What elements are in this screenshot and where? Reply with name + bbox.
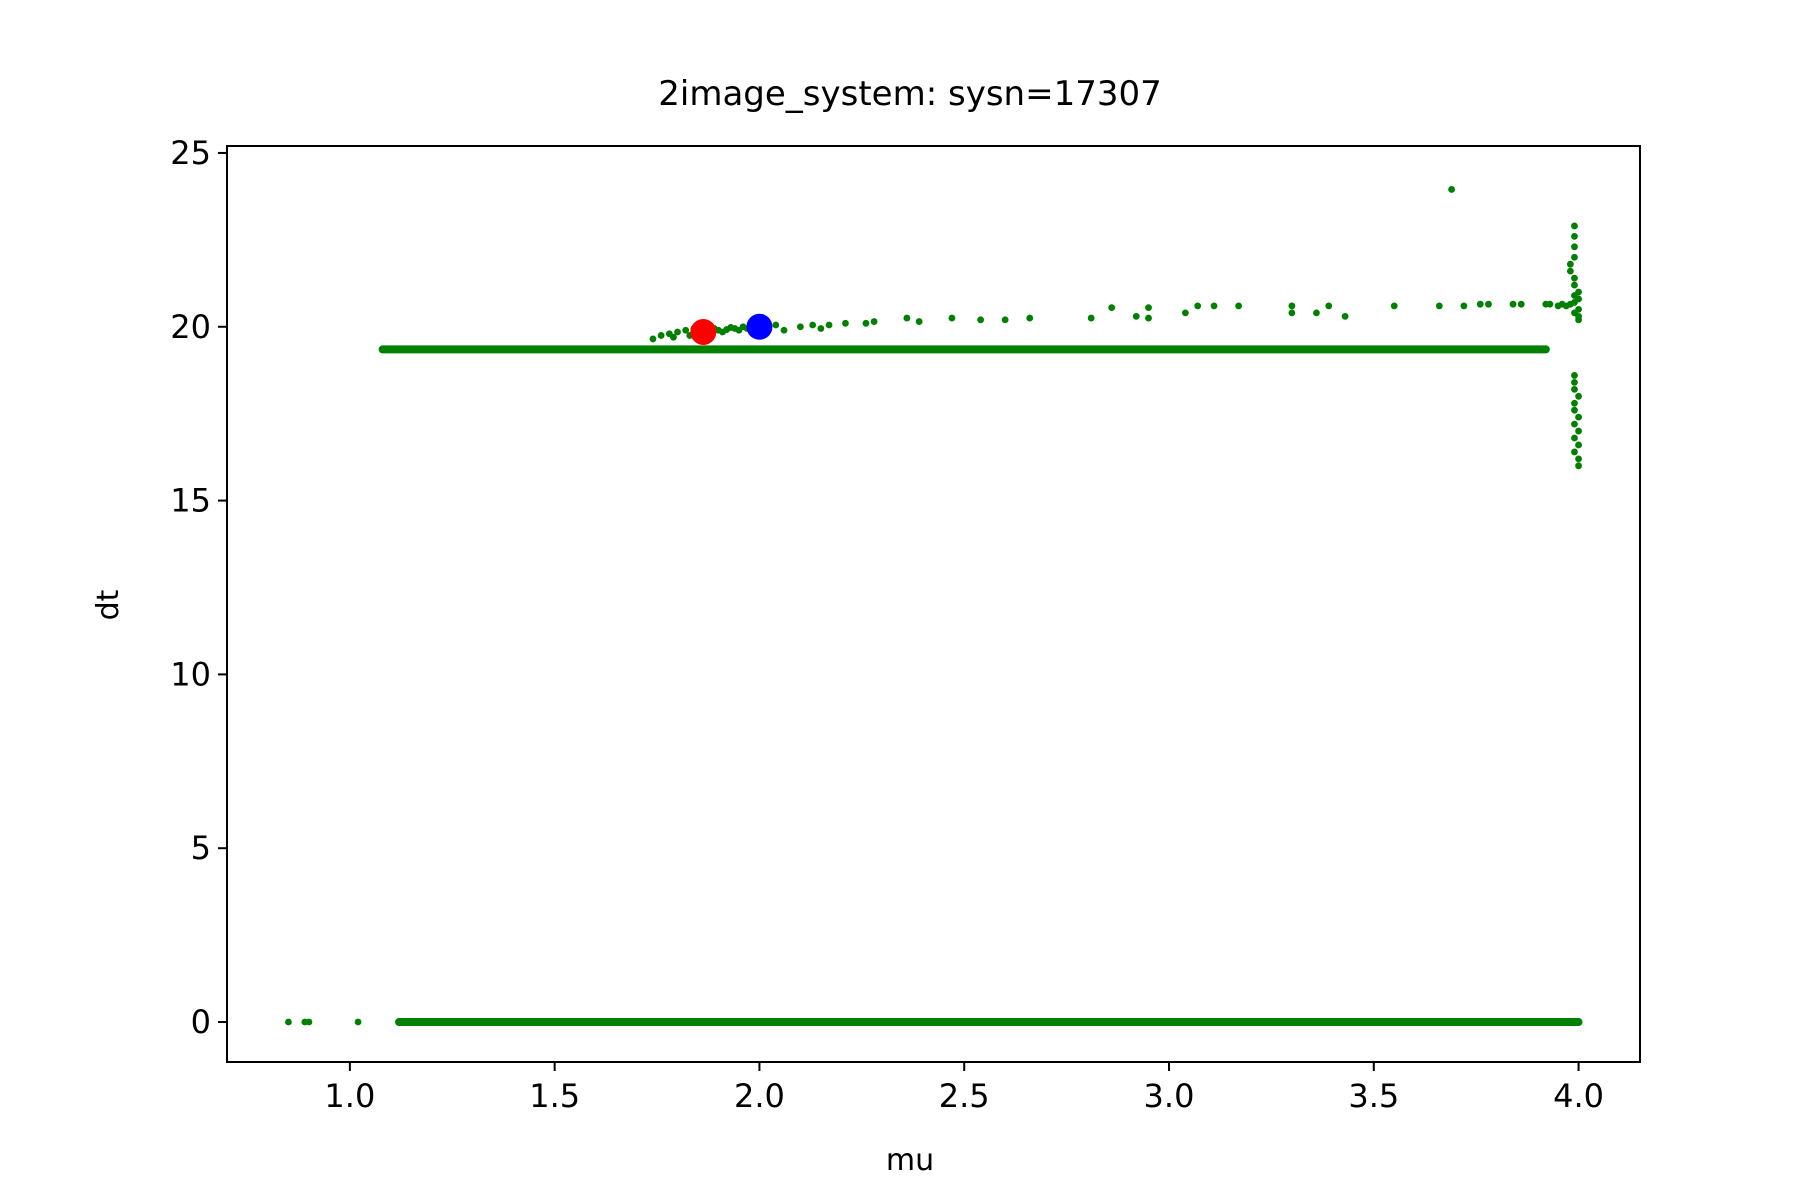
data-point bbox=[1132, 312, 1140, 320]
data-point bbox=[1571, 281, 1578, 289]
x-tick-label: 4.0 bbox=[1553, 1077, 1604, 1115]
data-point bbox=[817, 325, 825, 332]
data-point bbox=[1341, 312, 1349, 320]
data-point bbox=[1485, 300, 1492, 308]
data-point bbox=[1571, 222, 1578, 230]
plot-area bbox=[227, 146, 1640, 1062]
data-point bbox=[870, 318, 878, 325]
data-point bbox=[915, 318, 923, 325]
data-point bbox=[1575, 427, 1582, 435]
data-point bbox=[903, 314, 911, 322]
data-point bbox=[1313, 309, 1320, 317]
x-axis-label: mu bbox=[886, 1143, 934, 1178]
data-point bbox=[1575, 316, 1582, 324]
data-point bbox=[825, 321, 833, 329]
data-point bbox=[1571, 274, 1578, 282]
y-tick-label: 15 bbox=[170, 482, 211, 520]
data-point bbox=[1448, 186, 1455, 193]
highlight-marker bbox=[690, 318, 717, 345]
data-point bbox=[1571, 299, 1578, 306]
data-point bbox=[772, 321, 780, 329]
data-point bbox=[657, 332, 665, 339]
data-point bbox=[1509, 300, 1517, 308]
data-point bbox=[1087, 314, 1095, 322]
data-point bbox=[1571, 243, 1578, 251]
data-point bbox=[977, 316, 984, 324]
data-point bbox=[809, 321, 817, 329]
x-tick-label: 1.5 bbox=[529, 1077, 580, 1115]
data-point bbox=[1571, 372, 1578, 379]
data-point bbox=[1288, 302, 1296, 310]
y-tick-label: 10 bbox=[170, 655, 211, 693]
data-point bbox=[1575, 462, 1582, 470]
data-point bbox=[1325, 302, 1333, 310]
data-point bbox=[674, 328, 681, 336]
y-tick-label: 0 bbox=[191, 1003, 211, 1041]
data-point bbox=[1181, 309, 1189, 317]
data-point bbox=[1108, 304, 1116, 312]
data-point bbox=[1571, 385, 1578, 393]
data-point bbox=[285, 1018, 292, 1026]
data-point bbox=[1575, 455, 1582, 463]
x-tick-label: 1.0 bbox=[324, 1077, 375, 1115]
data-point bbox=[1390, 302, 1398, 310]
data-point bbox=[1571, 232, 1578, 240]
chart-title: 2image_system: sysn=17307 bbox=[658, 74, 1161, 114]
data-bands bbox=[378, 345, 1583, 1027]
data-point bbox=[1210, 302, 1218, 310]
data-point bbox=[1571, 434, 1578, 442]
data-point bbox=[1517, 300, 1525, 308]
data-point bbox=[1235, 302, 1243, 310]
data-point bbox=[682, 326, 690, 334]
x-tick-label: 2.5 bbox=[939, 1077, 990, 1115]
axes-frame bbox=[226, 145, 1641, 1063]
data-point bbox=[796, 323, 804, 331]
y-tick-label: 5 bbox=[191, 829, 211, 867]
y-tick-label: 25 bbox=[170, 134, 211, 172]
data-point bbox=[780, 326, 788, 334]
data-point bbox=[1435, 302, 1443, 310]
x-tick-label: 3.0 bbox=[1144, 1077, 1195, 1115]
data-point bbox=[1571, 420, 1578, 428]
axes: 1.0 1.5 2.0 2.5 3.0 3.5 4.0 0 5 10 15 20 25 bbox=[170, 134, 1641, 1115]
data-point bbox=[354, 1018, 362, 1026]
x-tick-label: 3.5 bbox=[1348, 1077, 1399, 1115]
data-point bbox=[948, 314, 956, 322]
data-point bbox=[1001, 316, 1009, 324]
data-point bbox=[1460, 302, 1468, 310]
data-point bbox=[1571, 406, 1578, 414]
data-point bbox=[670, 333, 677, 341]
data-point bbox=[1575, 392, 1582, 400]
data-point bbox=[1145, 314, 1152, 322]
data-point bbox=[842, 319, 849, 327]
data-point bbox=[649, 335, 657, 343]
y-axis-label: dt bbox=[91, 589, 126, 620]
data-point bbox=[1145, 304, 1152, 312]
data-point bbox=[1575, 413, 1582, 421]
data-point bbox=[1571, 448, 1578, 456]
y-tick-label: 20 bbox=[170, 308, 211, 346]
highlight-marker bbox=[746, 313, 773, 340]
data-point bbox=[1575, 441, 1582, 449]
data-point bbox=[1571, 253, 1578, 261]
data-point bbox=[1546, 300, 1554, 308]
x-tick-label: 2.0 bbox=[734, 1077, 785, 1115]
data-point bbox=[1026, 314, 1034, 322]
data-points bbox=[285, 186, 1582, 1026]
data-point bbox=[862, 319, 870, 327]
data-point bbox=[1194, 302, 1202, 310]
data-point bbox=[1571, 378, 1578, 386]
highlight-markers bbox=[690, 313, 773, 345]
data-point bbox=[1571, 399, 1578, 407]
data-point bbox=[1566, 260, 1574, 268]
data-point bbox=[1476, 300, 1484, 308]
data-point bbox=[305, 1018, 313, 1026]
data-point bbox=[1566, 267, 1574, 275]
data-point bbox=[1288, 309, 1296, 317]
plot-background bbox=[227, 146, 1640, 1062]
